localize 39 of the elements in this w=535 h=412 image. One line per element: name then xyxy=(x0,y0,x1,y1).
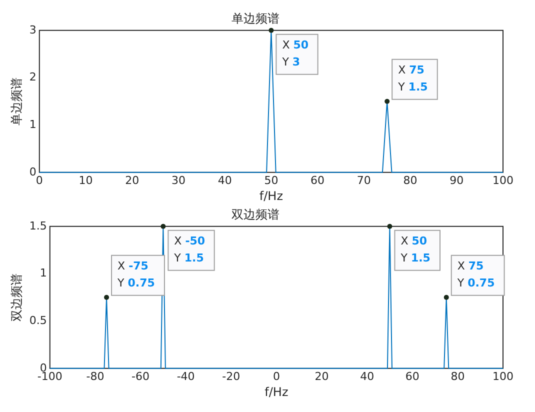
x-tick-label: -40 xyxy=(176,370,195,383)
x-tick-label: 20 xyxy=(125,174,140,187)
x-tick-label: -60 xyxy=(132,370,150,383)
x-tick-label: 50 xyxy=(264,174,278,187)
x-tick-label: 10 xyxy=(78,174,93,187)
y-axis-title: 双边频谱 xyxy=(9,273,24,322)
x-tick-label: 30 xyxy=(171,174,186,187)
x-tick-label: 100 xyxy=(492,174,514,187)
y-axis-title: 单边频谱 xyxy=(9,77,24,126)
x-tick-label: 20 xyxy=(314,370,329,383)
x-tick-label: 80 xyxy=(450,370,465,383)
x-tick-label: 40 xyxy=(218,174,232,187)
y-tick-label: 1 xyxy=(29,118,36,131)
annotation: X 50 Y 3 xyxy=(281,38,309,68)
y-tick-label: 0.5 xyxy=(29,314,47,327)
annotation: X 50 Y 1.5 xyxy=(400,234,430,264)
y-tick-label: 1.5 xyxy=(29,219,47,232)
y-tick-label: 0 xyxy=(29,165,36,178)
annotation: X 75 Y 1.5 xyxy=(397,63,428,94)
x-tick-label: -80 xyxy=(86,370,104,383)
x-tick-label: 60 xyxy=(405,370,420,383)
x-tick-label: 70 xyxy=(356,174,371,187)
x-tick-label: 60 xyxy=(310,174,325,187)
x-axis-title: f/Hz xyxy=(264,384,288,399)
x-tick-label: 80 xyxy=(403,174,418,187)
x-tick-label: 100 xyxy=(492,370,514,383)
y-tick-label: 2 xyxy=(29,70,36,84)
x-tick-label: -20 xyxy=(222,370,240,383)
chart-title: 单边频谱 xyxy=(232,11,280,26)
annotation: X -75 Y 0.75 xyxy=(116,259,155,290)
chart-title: 双边频谱 xyxy=(232,207,280,222)
x-tick-label: 90 xyxy=(450,174,464,187)
y-tick-label: 1 xyxy=(40,266,47,280)
x-axis-title: f/Hz xyxy=(259,188,283,203)
annotation: X -50 Y 1.5 xyxy=(173,234,206,264)
y-tick-label: 3 xyxy=(29,23,36,36)
x-tick-label: 0 xyxy=(272,370,280,383)
annotation: X 75 Y 0.75 xyxy=(456,259,495,290)
x-tick-label: 40 xyxy=(360,370,374,383)
